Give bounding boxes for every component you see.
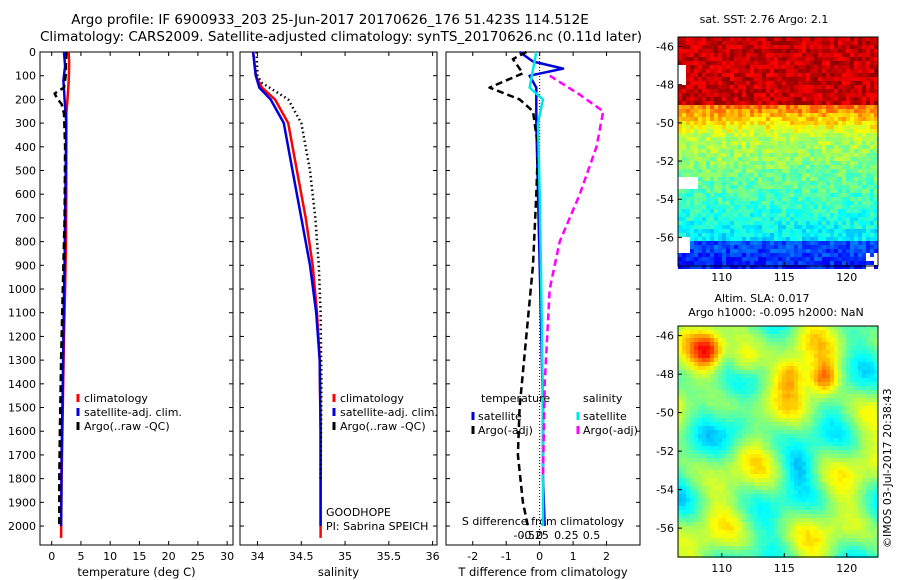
y-tick-label: 1500 (8, 402, 36, 415)
map-x-tick-label: 110 (711, 271, 732, 284)
x-tick-label: 0 (48, 550, 55, 563)
map-y-tick-label: -52 (656, 445, 674, 458)
y-tick-label: 500 (15, 165, 36, 178)
sst_map-heatmap (678, 37, 878, 269)
map-x-tick-label: 115 (774, 271, 795, 284)
x-tick-label: 35 (338, 550, 352, 563)
y-tick-label: 800 (15, 236, 36, 249)
sla_map-heatmap (678, 326, 878, 558)
y-tick-label: 1700 (8, 449, 36, 462)
legend-entry: Argo(-adj) (583, 424, 638, 437)
y-tick-label: 0 (29, 46, 36, 59)
x-axis-label: salinity (318, 565, 359, 579)
map-y-tick-label: -46 (656, 41, 674, 54)
x-tick-label: 10 (103, 550, 117, 563)
legend-title-salinity: salinity (583, 392, 623, 405)
y-tick-label: 1000 (8, 283, 36, 296)
y-tick-label: 400 (15, 141, 36, 154)
x-tick-label: 20 (162, 550, 176, 563)
series-argo-raw-qc- (53, 51, 68, 526)
legend-entry: satellite (583, 410, 627, 423)
y-tick-label: 900 (15, 259, 36, 272)
legend-entry: satellite-adj. clim. (84, 406, 182, 419)
y-tick-label: 300 (15, 117, 36, 130)
x-tick-label: 35.5 (377, 550, 402, 563)
x-tick-label: -1 (501, 550, 512, 563)
legend-entry: satellite (478, 410, 522, 423)
imos-stamp: ©IMOS 03-Jul-2017 20:38:43 (881, 388, 894, 548)
series-satellite-adj-clim- (251, 51, 322, 526)
y-tick-label: 1200 (8, 330, 36, 343)
y-tick-label: 2000 (8, 520, 36, 533)
map-y-tick-label: -50 (656, 117, 674, 130)
map-y-tick-label: -54 (656, 193, 674, 206)
y-tick-label: 1600 (8, 425, 36, 438)
series-salinity-argo-adj- (541, 74, 605, 479)
s-tick-label: 0 (536, 529, 543, 542)
map-y-tick-label: -52 (656, 155, 674, 168)
map-x-tick-label: 120 (836, 271, 857, 284)
x-tick-label: 36 (426, 550, 440, 563)
y-tick-label: 100 (15, 70, 36, 83)
y-tick-label: 1300 (8, 354, 36, 367)
s-tick-label: 0.25 (554, 529, 579, 542)
x-axis-label: temperature (deg C) (77, 565, 195, 579)
salinity-axes (239, 51, 438, 546)
x-tick-label: 2 (603, 550, 610, 563)
x-tick-label: 34.5 (289, 550, 314, 563)
x-tick-label: -2 (467, 550, 478, 563)
s-tick-label: -0.25 (520, 529, 548, 542)
y-tick-label: 200 (15, 93, 36, 106)
map-y-tick-label: -54 (656, 484, 674, 497)
sst_map-frame (677, 36, 879, 267)
legend-entry: Argo(..raw -QC) (340, 420, 426, 433)
legend-entry: climatology (84, 392, 148, 405)
sla-map-title: Altim. SLA: 0.017 (714, 292, 809, 305)
project-label: GOODHOPE (326, 506, 391, 519)
sla-map-subtitle: Argo h1000: -0.095 h2000: NaN (688, 306, 864, 319)
figure-title-line2: Climatology: CARS2009. Satellite-adjuste… (40, 29, 643, 45)
x-tick-label: 15 (132, 550, 146, 563)
s-tick-label: -0.5 (513, 529, 534, 542)
s-tick-label: 0.5 (583, 529, 601, 542)
map-y-tick-label: -56 (656, 522, 674, 535)
x-tick-label: 34 (251, 550, 265, 563)
map-y-tick-label: -56 (656, 231, 674, 244)
y-tick-label: 600 (15, 188, 36, 201)
temperature-axes (39, 51, 234, 546)
x-tick-label: 0 (536, 550, 543, 563)
x-tick-label: 25 (191, 550, 205, 563)
figure-title-line1: Argo profile: IF 6900933_203 25-Jun-2017… (71, 12, 589, 28)
sst-map-title: sat. SST: 2.76 Argo: 2.1 (700, 13, 829, 26)
map-x-tick-label: 120 (836, 562, 857, 575)
x-axis-label: T difference from climatology (457, 565, 628, 579)
legend-entry: Argo(..raw -QC) (84, 420, 170, 433)
y-tick-label: 1400 (8, 378, 36, 391)
map-y-tick-label: -48 (656, 79, 674, 92)
legend-title-temperature: temperature (481, 392, 550, 405)
sla_map-frame (677, 325, 879, 558)
y-tick-label: 1100 (8, 307, 36, 320)
legend-entry: climatology (340, 392, 404, 405)
map-y-tick-label: -48 (656, 368, 674, 381)
x-tick-label: 1 (570, 550, 577, 563)
x-tick-label: 5 (77, 550, 84, 563)
map-x-tick-label: 110 (711, 562, 732, 575)
x-tick-label: 30 (220, 550, 234, 563)
legend-entry: Argo(-adj) (478, 424, 533, 437)
series-salinity-satellite (528, 51, 545, 526)
map-x-tick-label: 115 (774, 562, 795, 575)
y-tick-label: 700 (15, 212, 36, 225)
legend-entry: satellite-adj. clim. (340, 406, 438, 419)
map-y-tick-label: -50 (656, 407, 674, 420)
series-temperature-argo-adj- (488, 50, 540, 527)
pi-label: PI: Sabrina SPEICH (326, 520, 428, 533)
map-y-tick-label: -46 (656, 330, 674, 343)
y-tick-label: 1800 (8, 473, 36, 486)
y-tick-label: 1900 (8, 496, 36, 509)
